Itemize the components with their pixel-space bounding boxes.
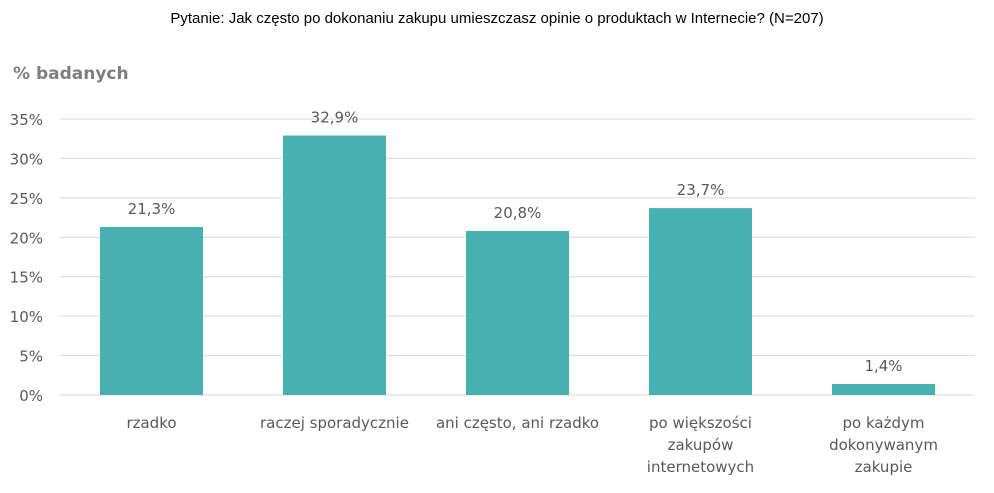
- bar: [283, 135, 386, 395]
- x-category-label: po większości zakupów internetowych: [647, 414, 754, 476]
- x-axis-categories: rzadko raczej sporadycznie ani często, ani…: [126, 414, 937, 476]
- y-tick-label: 0%: [19, 387, 43, 405]
- x-category-label: raczej sporadycznie: [260, 414, 409, 432]
- gridlines: [60, 118, 975, 396]
- y-tick-label: 20%: [10, 229, 43, 247]
- y-tick-label: 35%: [10, 111, 43, 129]
- data-labels: 21,3% 32,9% 20,8% 23,7% 1,4%: [128, 109, 903, 375]
- y-tick-label: 30%: [10, 150, 43, 168]
- bar: [832, 383, 935, 395]
- chart-title: Pytanie: Jak często po dokonaniu zakupu …: [170, 10, 824, 27]
- x-category-label: ani często, ani rzadko: [436, 414, 599, 432]
- bar: [649, 208, 752, 395]
- y-axis-label: % badanych: [13, 64, 129, 84]
- bar: [100, 227, 203, 395]
- x-category-label: po każdym dokonywanym zakupie: [829, 414, 938, 476]
- bar: [466, 230, 569, 395]
- data-label: 20,8%: [494, 204, 542, 222]
- y-tick-label: 15%: [10, 269, 43, 287]
- data-label: 23,7%: [677, 181, 725, 199]
- y-axis-ticks: 0% 5% 10% 15% 20% 25% 30% 35%: [10, 111, 43, 405]
- y-tick-label: 25%: [10, 190, 43, 208]
- data-label: 21,3%: [128, 200, 176, 218]
- data-label: 1,4%: [864, 357, 902, 375]
- data-label: 32,9%: [311, 109, 359, 127]
- y-tick-label: 5%: [19, 348, 43, 366]
- bars: [100, 135, 935, 395]
- y-tick-label: 10%: [10, 308, 43, 326]
- x-category-label: rzadko: [126, 414, 176, 432]
